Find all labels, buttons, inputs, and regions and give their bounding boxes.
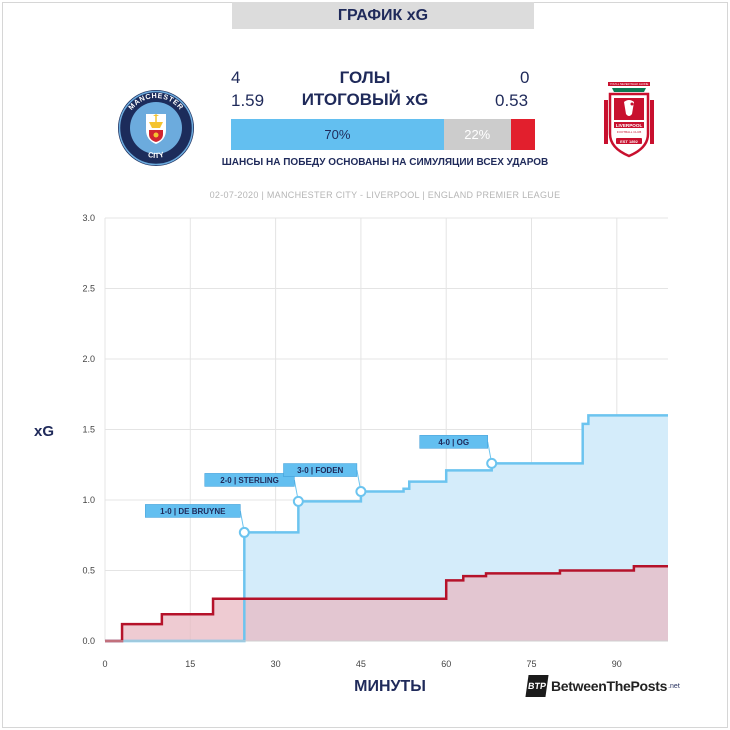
goal-annotation-box	[283, 463, 358, 477]
x-tick-label: 45	[356, 659, 366, 669]
y-tick-label: 0.0	[82, 636, 95, 646]
page-title: ГРАФИК xG	[232, 2, 534, 29]
branding-suffix: .net	[668, 682, 680, 690]
goal-marker	[292, 495, 304, 507]
y-tick-label: 2.5	[82, 284, 95, 294]
goals-label: ГОЛЫ	[339, 68, 391, 87]
x-tick-label: 75	[527, 659, 537, 669]
y-tick-label: 2.0	[82, 354, 95, 364]
crest-text-small: FOOTBALL CLUB	[617, 130, 641, 134]
away-goals: 0	[520, 68, 530, 87]
away-xg-line	[105, 565, 668, 643]
goal-annotation-label: 3-0 | FODEN	[297, 466, 343, 475]
x-tick-label: 15	[185, 659, 195, 669]
goal-annotation-box	[204, 473, 295, 487]
probability-caption: ШАНСЫ НА ПОБЕДУ ОСНОВАНЫ НА СИМУЛЯЦИИ ВС…	[221, 157, 549, 168]
x-tick-label: 30	[271, 659, 281, 669]
x-tick-label: 0	[102, 659, 107, 669]
y-tick-label: 3.0	[82, 213, 95, 223]
goal-annotation-box	[145, 504, 241, 518]
goal-marker	[238, 526, 250, 538]
liverpool-crest: LIVERPOOL FOOTBALL CLUB EST 1892 YOU'LL …	[604, 82, 654, 158]
svg-text:CITY: CITY	[147, 150, 165, 160]
goal-marker	[486, 457, 498, 469]
home-goals: 4	[231, 68, 241, 87]
y-tick-label: 0.5	[82, 566, 95, 576]
crest-year: EST 1892	[620, 139, 639, 144]
away-xg-area	[105, 566, 668, 641]
y-tick-label: 1.5	[82, 425, 95, 435]
branding-logo: BTP BetweenThePosts .net	[525, 672, 680, 700]
crest-text: LIVERPOOL	[616, 123, 643, 128]
win-probability-bar: 70% 22%	[231, 119, 535, 150]
y-axis-label: xG	[34, 423, 55, 440]
crest-text-bottom: CITY	[147, 150, 165, 160]
home-xg: 1.59	[231, 91, 265, 110]
away-win-segment	[510, 119, 535, 150]
x-tick-label: 60	[441, 659, 451, 669]
x-axis-label: МИНУТЫ	[354, 678, 426, 695]
home-xg-line	[105, 414, 668, 643]
match-info: 02-07-2020 | MANCHESTER CITY - LIVERPOOL…	[209, 190, 561, 200]
branding-box: BTP	[525, 675, 549, 697]
goal-annotation-box	[419, 435, 488, 449]
y-tick-label: 1.0	[82, 495, 95, 505]
goal-annotation-label: 4-0 | OG	[438, 438, 469, 447]
crest-motto: YOU'LL NEVER WALK ALONE	[610, 82, 649, 86]
branding-name: BetweenThePosts	[551, 678, 668, 694]
goal-marker	[355, 486, 367, 498]
home-win-segment: 70%	[231, 119, 444, 150]
goal-annotation-label: 1-0 | DE BRUYNE	[160, 507, 226, 516]
total-xg-label: ИТОГОВЫЙ xG	[301, 90, 429, 109]
x-tick-label: 90	[612, 659, 622, 669]
draw-segment: 22%	[443, 119, 511, 150]
goal-annotation-label: 2-0 | STERLING	[220, 476, 279, 485]
manchester-city-crest: MANCHESTER CITY	[118, 90, 194, 166]
away-xg: 0.53	[495, 91, 529, 110]
